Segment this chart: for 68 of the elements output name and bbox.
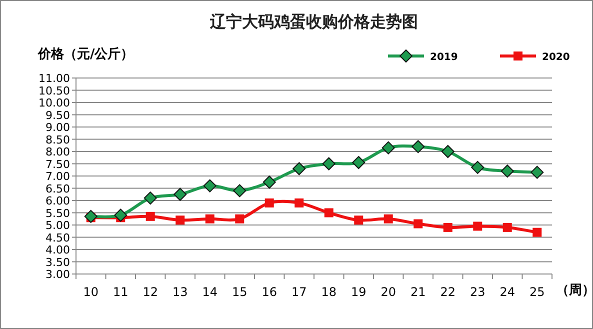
y-tick-label: 9.50 [46,108,70,122]
y-tick-label: 6.00 [46,194,70,208]
x-tick-label: 16 [262,285,278,299]
point [174,188,187,201]
x-tick-label: 14 [202,285,218,299]
legend-label: 2020 [542,52,570,63]
y-tick-label: 9.00 [46,121,70,134]
point [114,208,128,222]
y-tick-label: 11.00 [38,72,70,85]
point [294,198,304,208]
x-tick-label: 17 [291,285,307,299]
y-tick-label: 3.50 [46,256,70,269]
point [264,198,274,208]
point [471,160,484,174]
x-tick-label: 19 [350,285,366,299]
y-tick-label: 3.00 [46,268,70,281]
y-tick-label: 8.50 [46,133,70,146]
point [233,184,246,198]
y-tick-label: 4.00 [46,244,70,256]
y-tick-label: 10.50 [38,84,70,98]
x-tick-label: 10 [83,285,99,299]
point [384,214,393,224]
x-axis-title: （周） [556,283,593,298]
point [203,179,216,192]
point [292,162,306,176]
x-tick-label: 23 [470,285,486,299]
point [354,216,364,225]
y-tick-label: 6.50 [46,182,70,196]
x-tick-label: 22 [440,285,456,299]
point [530,166,544,179]
point [176,216,185,225]
x-tick-label: 12 [142,285,158,299]
x-tick-label: 25 [529,285,545,299]
point [324,208,334,218]
x-tick-label: 20 [380,285,396,299]
point [412,140,425,154]
x-tick-label: 21 [410,285,426,299]
y-axis-title: 价格（元/公斤） [37,46,134,62]
point [500,164,514,178]
y-tick-label: 5.00 [46,219,70,232]
point [144,192,157,205]
point [382,141,395,154]
point [473,222,482,231]
chart-title: 辽宁大码鸡蛋收购价格走势图 [209,12,418,31]
point [532,228,542,237]
point [352,156,366,170]
point [84,210,98,223]
point [262,176,276,189]
x-tick-label: 18 [321,285,337,299]
point [443,222,452,232]
legend-label: 2019 [430,52,458,63]
x-tick-label: 11 [112,285,128,299]
y-tick-label: 7.50 [46,158,70,171]
point [322,157,336,170]
y-tick-label: 5.50 [46,206,70,220]
x-tick-label: 24 [500,285,516,299]
y-tick-label: 4.50 [46,231,70,244]
point [235,214,244,224]
point [441,145,454,158]
y-tick-label: 10.00 [38,96,70,110]
point [205,214,214,224]
x-tick-label: 15 [232,285,248,299]
point [414,219,423,228]
point [502,222,512,232]
point [146,212,155,221]
x-tick-label: 13 [172,285,188,299]
y-tick-label: 7.00 [46,170,70,183]
y-tick-label: 8.00 [46,146,70,158]
